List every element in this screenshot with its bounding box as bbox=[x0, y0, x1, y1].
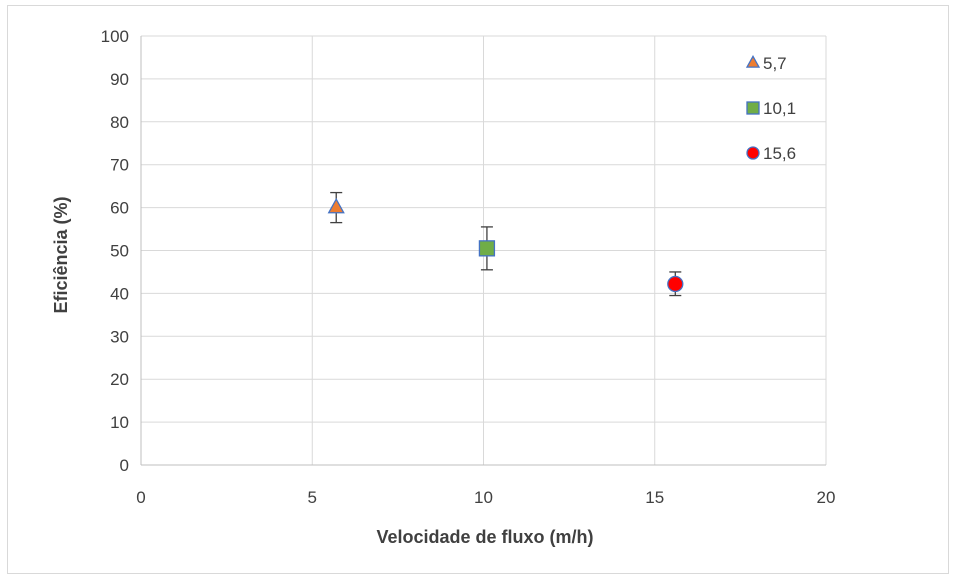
x-tick-label: 15 bbox=[645, 488, 664, 507]
x-tick-label: 20 bbox=[817, 488, 836, 507]
y-axis-title: Eficiência (%) bbox=[51, 196, 71, 313]
axis-layer bbox=[140, 36, 826, 466]
legend-label: 10,1 bbox=[763, 99, 796, 118]
y-tick-label: 100 bbox=[101, 27, 129, 46]
x-tick-label: 10 bbox=[474, 488, 493, 507]
y-tick-label: 0 bbox=[120, 456, 129, 475]
chart-frame: 0 10 20 30 40 50 60 70 80 90 100 0 5 10 15 20 Velocidad… bbox=[7, 5, 949, 574]
y-tick-label: 30 bbox=[110, 327, 129, 346]
y-tick-label: 40 bbox=[110, 284, 129, 303]
legend-marker-square bbox=[746, 101, 760, 115]
data-point-triangle bbox=[327, 197, 345, 214]
y-tick-label: 80 bbox=[110, 113, 129, 132]
data-layer bbox=[327, 191, 684, 297]
legend: 5,7 10,1 15,6 bbox=[745, 54, 796, 163]
y-tick-label: 50 bbox=[110, 242, 129, 261]
y-tick-label: 20 bbox=[110, 370, 129, 389]
y-tick-label: 10 bbox=[110, 413, 129, 432]
legend-marker-triangle bbox=[745, 54, 761, 68]
y-tick-label: 90 bbox=[110, 70, 129, 89]
legend-marker-circle bbox=[746, 146, 760, 160]
tick-layer: 0 10 20 30 40 50 60 70 80 90 100 0 5 10 15 20 bbox=[101, 27, 836, 507]
chart-svg: 0 10 20 30 40 50 60 70 80 90 100 0 5 10 15 20 Velocidad… bbox=[51, 27, 836, 547]
legend-label: 5,7 bbox=[763, 54, 787, 73]
data-point-square bbox=[478, 240, 496, 257]
x-axis-title: Velocidade de fluxo (m/h) bbox=[376, 527, 593, 547]
y-tick-label: 60 bbox=[110, 199, 129, 218]
legend-label: 15,6 bbox=[763, 144, 796, 163]
x-tick-label: 0 bbox=[136, 488, 145, 507]
y-tick-label: 70 bbox=[110, 156, 129, 175]
data-point-circle bbox=[667, 275, 684, 293]
x-tick-label: 5 bbox=[308, 488, 317, 507]
